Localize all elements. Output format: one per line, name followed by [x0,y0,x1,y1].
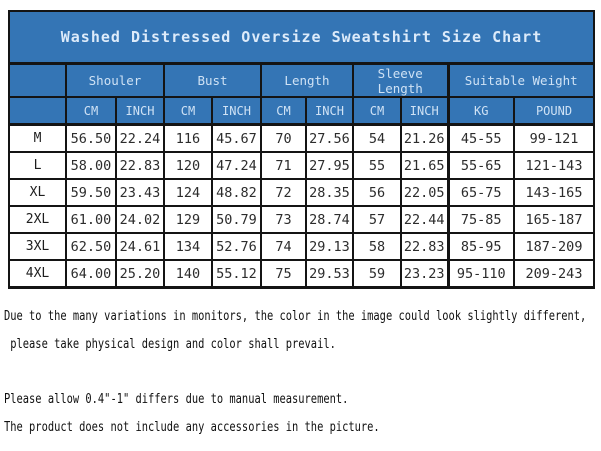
table-cell: 75 [260,259,307,289]
table-cell: 22.83 [400,232,449,261]
table-cell: 56.50 [65,123,117,153]
table-cell: 27.56 [305,123,354,153]
table-cell: 22.24 [115,123,165,153]
table-cell: 71 [260,151,307,180]
note-measurement-tolerance: Please allow 0.4"-1" differs due to manu… [4,392,349,407]
table-cell: 28.74 [305,205,354,234]
table-cell: 143-165 [513,178,595,207]
table-cell: 165-187 [513,205,595,234]
table-cell: 47.24 [211,151,262,180]
column-header-length: Length [260,62,354,98]
table-cell: 65-75 [446,178,515,207]
table-cell: 58.00 [65,151,117,180]
table-cell: 73 [260,205,307,234]
table-cell: 52.76 [211,232,262,261]
corner-cell [8,96,67,126]
table-cell: 72 [260,178,307,207]
table-cell: 55 [352,151,402,180]
table-cell: 59 [352,259,402,289]
unit-header: CM [163,96,213,126]
table-cell: 23.23 [400,259,449,289]
table-row: 2XL 61.00 24.02 129 50.79 73 28.74 57 22… [8,205,595,234]
table-row: 3XL 62.50 24.61 134 52.76 74 29.13 58 22… [8,232,595,261]
size-chart: Washed Distressed Oversize Sweatshirt Si… [8,10,595,289]
column-header-bust: Bust [163,62,262,98]
table-cell: 24.02 [115,205,165,234]
table-cell: 116 [163,123,213,153]
table-cell: 45-55 [446,123,515,153]
unit-header: CM [65,96,117,126]
table-group-header-row: Shouler Bust Length Sleeve Length Suitab… [8,62,595,98]
unit-header: INCH [400,96,449,126]
page-title: Washed Distressed Oversize Sweatshirt Si… [8,10,595,65]
table-cell: 121-143 [513,151,595,180]
table-cell: 57 [352,205,402,234]
table-cell: 21.65 [400,151,449,180]
size-cell: 2XL [8,205,67,234]
unit-header: INCH [211,96,262,126]
table-cell: 209-243 [513,259,595,289]
size-cell: XL [8,178,67,207]
table-cell: 28.35 [305,178,354,207]
table-cell: 29.53 [305,259,354,289]
note-accessories-disclaimer: The product does not include any accesso… [4,420,380,435]
table-cell: 64.00 [65,259,117,289]
table-cell: 55.12 [211,259,262,289]
table-cell: 61.00 [65,205,117,234]
table-cell: 95-110 [446,259,515,289]
table-unit-header-row: CM INCH CM INCH CM INCH CM INCH KG POUND [8,96,595,126]
unit-header: CM [260,96,307,126]
table-cell: 134 [163,232,213,261]
note-monitor-color-line1: Due to the many variations in monitors, … [4,309,587,324]
size-chart-table: Washed Distressed Oversize Sweatshirt Si… [8,10,595,289]
table-cell: 129 [163,205,213,234]
table-cell: 55-65 [446,151,515,180]
table-cell: 22.44 [400,205,449,234]
column-header-sleeve-length: Sleeve Length [352,62,449,98]
table-cell: 50.79 [211,205,262,234]
table-cell: 124 [163,178,213,207]
table-cell: 45.67 [211,123,262,153]
table-cell: 187-209 [513,232,595,261]
table-row: XL 59.50 23.43 124 48.82 72 28.35 56 22.… [8,178,595,207]
table-cell: 62.50 [65,232,117,261]
table-cell: 22.83 [115,151,165,180]
column-header-suitable-weight: Suitable Weight [446,62,595,98]
table-cell: 22.05 [400,178,449,207]
unit-header: CM [352,96,402,126]
table-cell: 70 [260,123,307,153]
table-cell: 24.61 [115,232,165,261]
table-cell: 74 [260,232,307,261]
corner-cell [8,62,67,98]
table-cell: 120 [163,151,213,180]
table-cell: 140 [163,259,213,289]
table-row: M 56.50 22.24 116 45.67 70 27.56 54 21.2… [8,123,595,153]
note-monitor-color-line2: please take physical design and color sh… [4,337,336,352]
table-cell: 29.13 [305,232,354,261]
table-cell: 23.43 [115,178,165,207]
size-cell: L [8,151,67,180]
size-cell: 4XL [8,259,67,289]
table-row: 4XL 64.00 25.20 140 55.12 75 29.53 59 23… [8,259,595,289]
unit-header: POUND [513,96,595,126]
column-header-shoulder: Shouler [65,62,165,98]
size-cell: M [8,123,67,153]
table-cell: 27.95 [305,151,354,180]
table-cell: 58 [352,232,402,261]
table-cell: 85-95 [446,232,515,261]
table-cell: 56 [352,178,402,207]
table-title-row: Washed Distressed Oversize Sweatshirt Si… [8,10,595,65]
table-cell: 48.82 [211,178,262,207]
unit-header: INCH [305,96,354,126]
table-cell: 99-121 [513,123,595,153]
size-cell: 3XL [8,232,67,261]
table-row: L 58.00 22.83 120 47.24 71 27.95 55 21.6… [8,151,595,180]
unit-header: KG [446,96,515,126]
table-cell: 25.20 [115,259,165,289]
table-cell: 54 [352,123,402,153]
table-cell: 59.50 [65,178,117,207]
unit-header: INCH [115,96,165,126]
table-cell: 21.26 [400,123,449,153]
table-cell: 75-85 [446,205,515,234]
